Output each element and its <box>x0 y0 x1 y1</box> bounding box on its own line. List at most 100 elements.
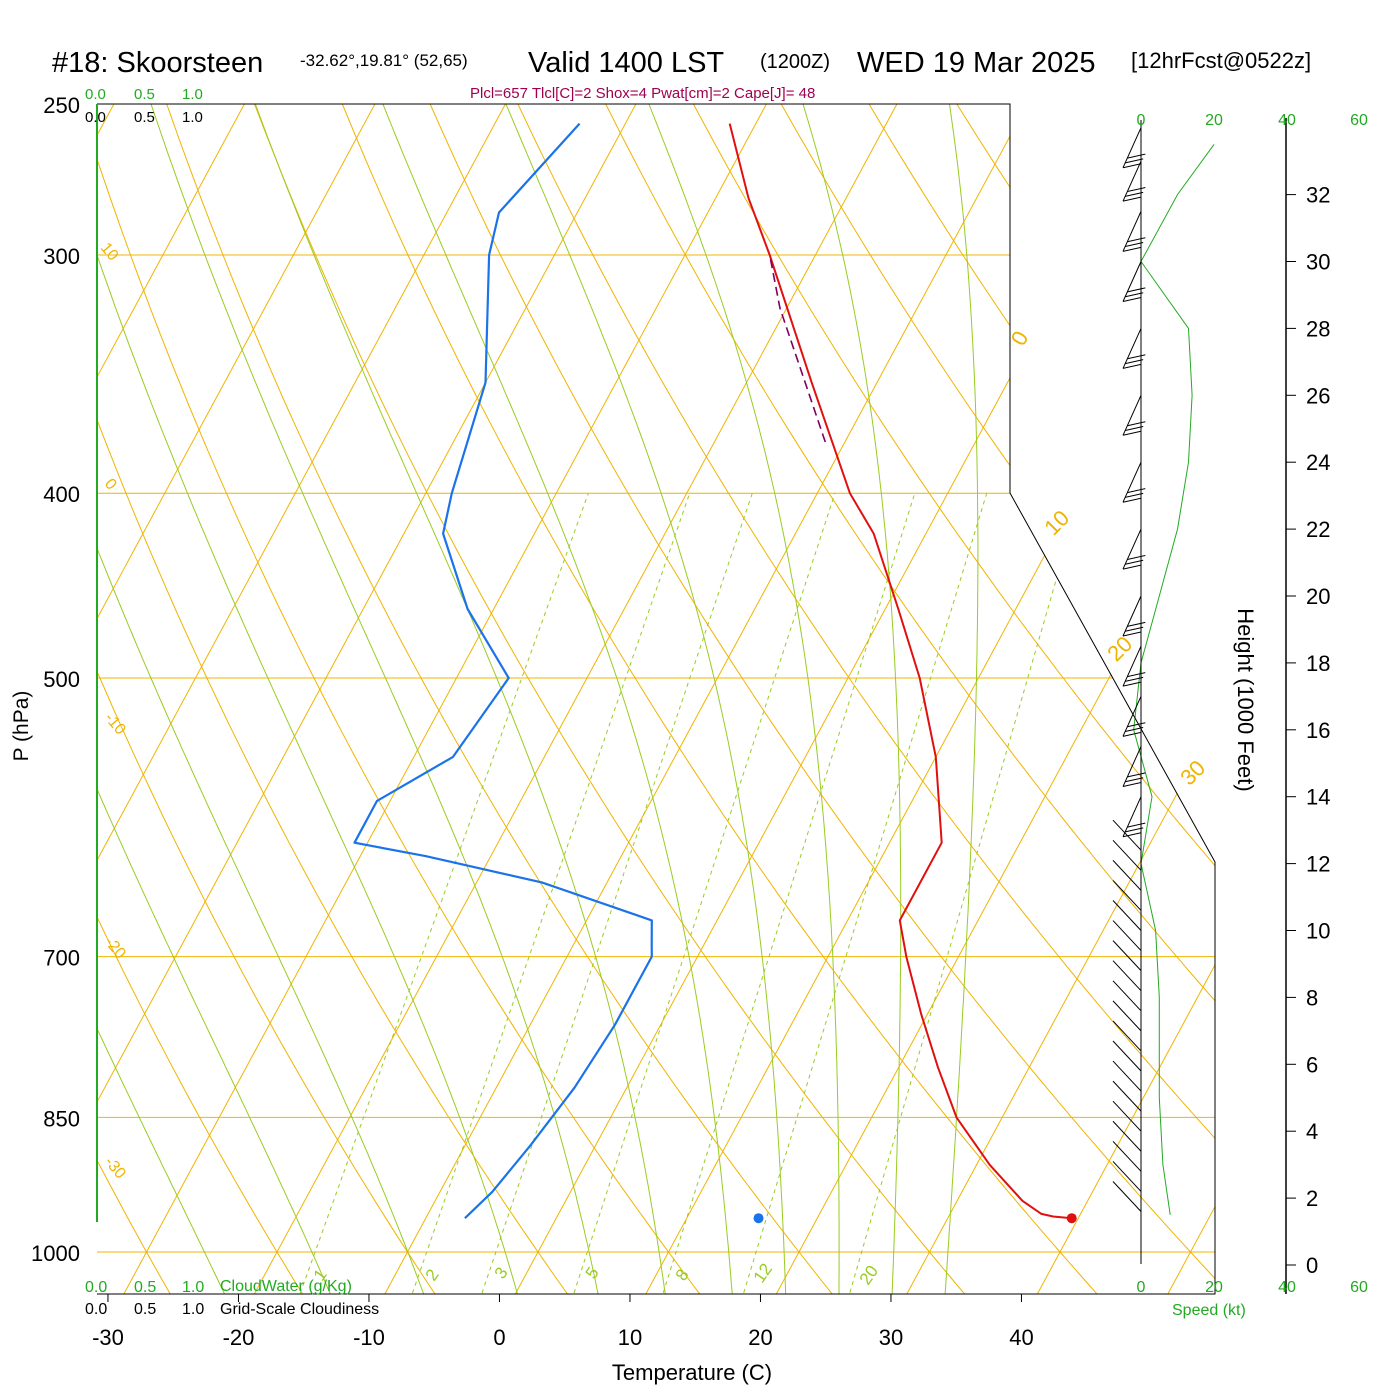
wind-barb <box>1122 461 1142 503</box>
isotherm-line <box>890 104 1215 1294</box>
wind-barb-flag <box>1122 564 1142 570</box>
isotherm-label: 20 <box>1102 631 1137 666</box>
dry-adiabat-label: -30 <box>101 1154 129 1183</box>
wind-barb <box>1112 1000 1142 1032</box>
dry-adiabat-line <box>97 104 589 1294</box>
cloudiness-top-tick: 0.0 <box>85 109 106 126</box>
speed-top-tick: 0 <box>1137 112 1146 129</box>
cloudiness-bottom-tick: 0.5 <box>134 1301 156 1318</box>
temperature-tick-label: 30 <box>879 1325 903 1350</box>
wind-barb-flag <box>1125 426 1144 431</box>
wind-barb <box>1122 746 1142 787</box>
wind-barb-flag <box>1127 153 1146 159</box>
isotherm-line <box>1151 104 1215 1294</box>
pressure-tick-label: 400 <box>43 482 80 507</box>
height-tick-label: 18 <box>1306 651 1330 676</box>
wind-barb <box>1122 395 1142 436</box>
mixing-ratio-label: 20 <box>856 1262 882 1288</box>
isotherm-line <box>97 104 376 1294</box>
pressure-tick-label: 250 <box>43 93 80 118</box>
speed-bottom-tick: 60 <box>1350 1279 1368 1296</box>
height-tick-label: 32 <box>1306 183 1330 208</box>
cloudwater-label: CloudWater (g/Kg) <box>220 1278 352 1295</box>
mixing-ratio-label: 12 <box>750 1260 776 1286</box>
temperature-tick-label: -10 <box>353 1325 385 1350</box>
wind-barb-flag <box>1122 246 1142 252</box>
wind-barb-flag <box>1127 354 1146 360</box>
wind-barb-flag <box>1127 421 1146 427</box>
moist-adiabat-line <box>942 104 979 1294</box>
wind-barb-flag <box>1127 237 1146 243</box>
pressure-tick-label: 500 <box>43 667 80 692</box>
wind-barb <box>1122 261 1142 302</box>
temperature-tick-label: -20 <box>223 1325 255 1350</box>
moist-adiabat-line <box>97 104 344 1294</box>
pressure-tick-label: 700 <box>43 946 80 971</box>
wind-barb <box>1112 1120 1142 1152</box>
wind-barb <box>1122 595 1142 637</box>
height-axis-label: Height (1000 Feet) <box>1233 608 1258 791</box>
wind-barb-flag <box>1122 832 1142 838</box>
wind-barb <box>1112 880 1142 911</box>
mixing-ratio-label: 2 <box>422 1266 443 1285</box>
height-tick-label: 14 <box>1306 785 1330 810</box>
height-tick-label: 0 <box>1306 1253 1318 1278</box>
wind-barb <box>1112 1181 1142 1212</box>
wind-barb-flag <box>1122 196 1142 202</box>
surface-temperature-dot <box>1066 1213 1077 1224</box>
wind-barb-flag <box>1127 772 1146 778</box>
height-tick-label: 26 <box>1306 383 1330 408</box>
wind-barb-flag <box>1127 722 1146 728</box>
valid-date: WED 19 Mar 2025 <box>857 47 1096 79</box>
cloudwater-top-tick: 0.0 <box>85 86 106 103</box>
wind-barb <box>1112 1140 1142 1172</box>
cloudiness-top-tick: 0.5 <box>134 109 155 126</box>
moist-adiabat-line <box>648 104 840 1294</box>
wind-barb <box>1112 940 1142 971</box>
height-tick-label: 24 <box>1306 450 1330 475</box>
dry-adiabat-line <box>1308 104 1400 1323</box>
dry-adiabat-line <box>254 104 991 1294</box>
wind-barb-flag <box>1122 782 1142 788</box>
cloudwater-bottom-tick: 0.0 <box>85 1279 107 1296</box>
speed-bottom-tick: 0 <box>1137 1279 1146 1296</box>
dry-adiabat-label: -20 <box>101 934 129 963</box>
wind-barb <box>1112 1060 1142 1092</box>
wind-barb <box>1122 211 1142 252</box>
isotherm-line <box>760 104 1215 1294</box>
wind-barb <box>1112 980 1142 1012</box>
moist-adiabat-line <box>97 104 239 1294</box>
isotherm-line <box>107 104 767 1294</box>
wind-barb-flag <box>1125 292 1144 298</box>
wind-barb <box>1112 1100 1142 1132</box>
parcel-profile <box>768 254 827 443</box>
isotherm-line <box>629 104 1215 1294</box>
temperature-tick-label: 10 <box>618 1325 642 1350</box>
wind-barb-flag <box>1125 626 1144 632</box>
wind-barb-flag <box>1122 681 1142 687</box>
sounding-indices: Plcl=657 Tlcl[C]=2 Shox=4 Pwat[cm]=2 Cap… <box>470 85 815 102</box>
mixing-ratio-line <box>653 493 916 1294</box>
dewpoint-profile <box>353 122 653 1219</box>
temperature-tick-label: 0 <box>493 1325 505 1350</box>
wind-barb <box>1122 328 1142 369</box>
isotherm-line <box>97 104 245 1294</box>
wind-barb <box>1112 920 1142 951</box>
moist-adiabat-line <box>254 104 670 1294</box>
mixing-ratio-line <box>840 493 1082 1294</box>
wind-barb-flag <box>1127 621 1146 627</box>
isotherm-label: 30 <box>1175 755 1210 790</box>
wind-barb <box>1122 696 1142 737</box>
wind-barb-flag <box>1122 297 1142 302</box>
height-tick-label: 6 <box>1306 1052 1318 1077</box>
wind-barb-flag <box>1127 822 1146 828</box>
dry-adiabat-line <box>1396 104 1400 1323</box>
height-tick-label: 30 <box>1306 250 1330 275</box>
isotherm-line <box>1282 104 1400 1323</box>
wind-barb-flag <box>1122 163 1142 169</box>
moist-adiabat-line <box>505 104 788 1294</box>
temperature-tick-label: 20 <box>748 1325 772 1350</box>
height-tick-label: 22 <box>1306 517 1330 542</box>
wind-barb-flag <box>1125 242 1144 248</box>
